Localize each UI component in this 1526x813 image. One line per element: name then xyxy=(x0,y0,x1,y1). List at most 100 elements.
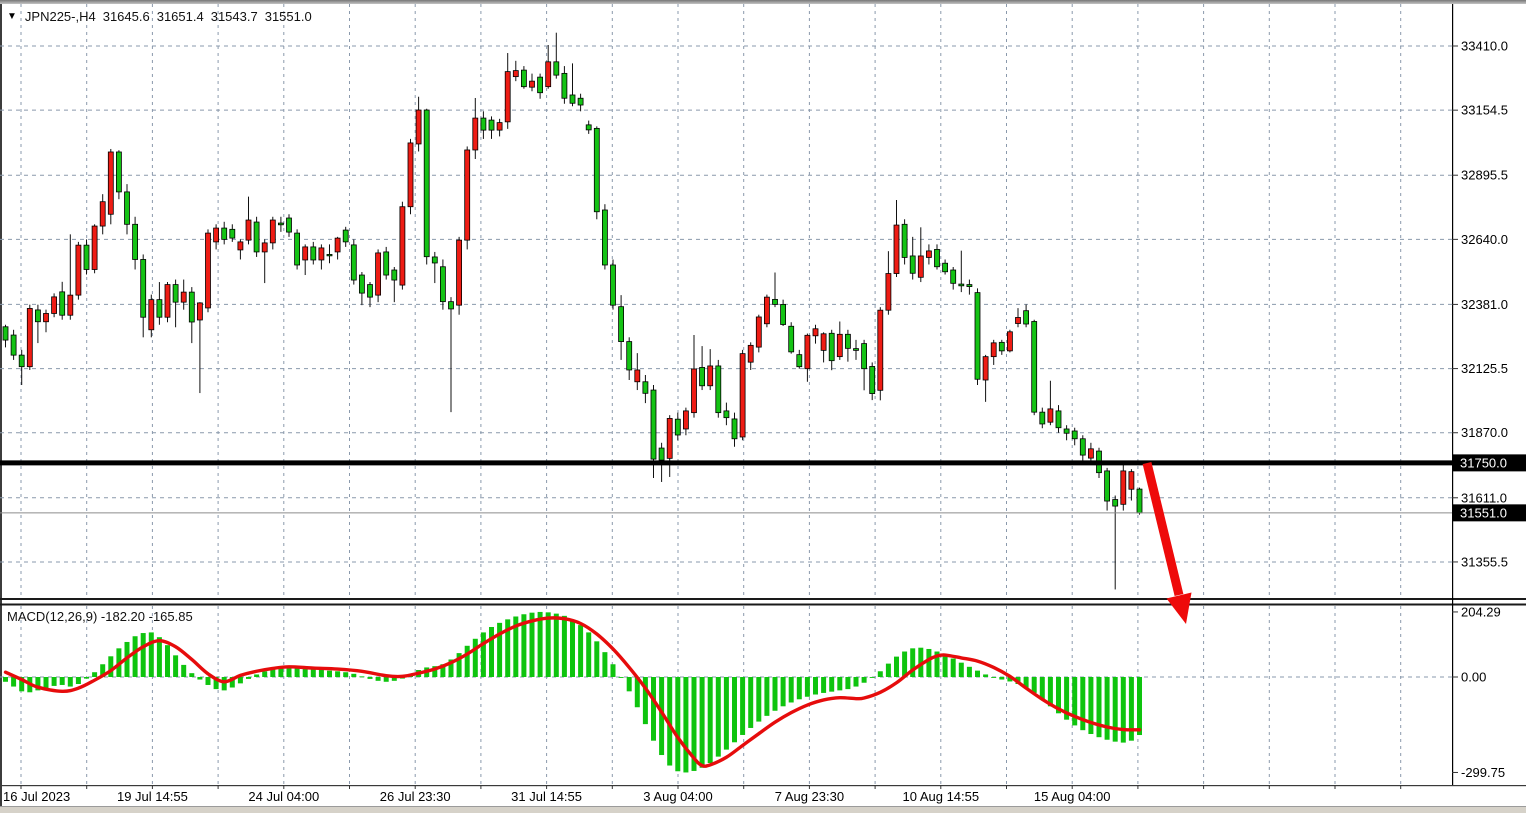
bull-candle xyxy=(836,333,843,358)
bear-candle xyxy=(1055,410,1062,429)
macd-bar xyxy=(375,677,381,681)
bear-candle xyxy=(172,284,179,303)
bear-candle xyxy=(715,365,722,414)
macd-axis: 204.29 0.00 -299.75 xyxy=(1452,604,1505,780)
bull-candle xyxy=(107,151,114,215)
bull-candle xyxy=(812,328,819,337)
macd-bar xyxy=(318,669,324,677)
chart-annotations[interactable] xyxy=(0,460,1452,514)
macd-bar xyxy=(229,677,235,688)
bear-candle xyxy=(423,109,430,258)
macd-bar xyxy=(950,658,956,677)
bull-candle xyxy=(529,80,535,88)
bear-candle xyxy=(942,262,948,273)
macd-bar xyxy=(740,677,746,735)
price-axis-label: 32381.0 xyxy=(1461,297,1508,312)
macd-bar xyxy=(553,613,559,677)
indicator-collapse-triangle-icon[interactable]: ▼ xyxy=(7,10,17,22)
bear-candle xyxy=(367,284,373,298)
macd-bar xyxy=(181,664,187,677)
macd-bar xyxy=(861,677,867,683)
bull-candle xyxy=(375,252,382,296)
macd-bar xyxy=(327,670,332,677)
macd-bar xyxy=(1047,677,1053,707)
time-axis-label: 10 Aug 14:55 xyxy=(902,789,979,804)
macd-bar xyxy=(966,666,972,677)
macd-bar xyxy=(1112,677,1118,742)
macd-bar xyxy=(148,632,154,677)
macd-bar xyxy=(156,637,162,677)
bull-candle xyxy=(415,109,422,145)
macd-bar xyxy=(59,677,65,685)
price-axis-label: 31611.0 xyxy=(1461,490,1507,505)
bear-candle xyxy=(221,227,228,240)
macd-bar xyxy=(3,677,8,682)
bear-candle xyxy=(934,249,940,268)
bull-candle xyxy=(180,291,187,303)
macd-bar xyxy=(513,616,519,677)
close-value: 31551.0 xyxy=(264,8,312,24)
bull-candle xyxy=(164,284,171,318)
bear-candle xyxy=(731,418,738,440)
down-arrow-head-icon xyxy=(1166,592,1192,624)
time-axis-label: 26 Jul 23:30 xyxy=(380,789,451,804)
macd-bar xyxy=(983,674,989,677)
macd-bar xyxy=(237,677,243,684)
chart-title: ▼ JPN225-,H4 31645.6 31651.4 31543.7 315… xyxy=(7,7,312,25)
bear-candle xyxy=(788,325,795,353)
bear-candle xyxy=(277,222,284,226)
bear-candle xyxy=(521,69,527,88)
macd-bar xyxy=(618,677,624,678)
macd-bar xyxy=(383,677,389,682)
bull-candle xyxy=(1015,317,1021,324)
bear-candle xyxy=(310,246,317,261)
bull-candle xyxy=(213,227,220,243)
macd-bar xyxy=(505,619,511,677)
macd-bar xyxy=(999,677,1005,680)
bottom-scroll-strip[interactable] xyxy=(0,806,1526,813)
macd-bar xyxy=(67,677,73,687)
high-value: 31651.4 xyxy=(156,8,204,24)
bull-candle xyxy=(804,334,811,370)
bear-candle xyxy=(642,381,649,394)
macd-bar xyxy=(642,677,648,725)
macd-bar xyxy=(335,671,341,677)
bull-candle xyxy=(504,71,511,123)
bear-candle xyxy=(674,418,681,436)
macd-bar xyxy=(1137,677,1142,736)
down-arrow-annotation[interactable] xyxy=(1142,461,1192,624)
macd-bar xyxy=(683,677,689,773)
macd-histogram xyxy=(3,611,1142,773)
bull-candle xyxy=(982,356,989,381)
time-axis-label: 19 Jul 14:55 xyxy=(117,789,188,804)
macd-bar xyxy=(270,668,276,677)
time-axis: 16 Jul 2023 19 Jul 14:55 24 Jul 04:00 26 Ju… xyxy=(3,785,1402,804)
bear-candle xyxy=(229,228,236,239)
bull-candle xyxy=(877,309,884,391)
bull-candle xyxy=(334,237,341,253)
horizontal-level-line[interactable] xyxy=(0,460,1452,466)
candlestick-series[interactable] xyxy=(2,32,1143,590)
bull-candle xyxy=(820,333,827,351)
time-axis-label: 31 Jul 14:55 xyxy=(511,789,582,804)
bull-candle xyxy=(91,225,98,270)
macd-bar xyxy=(723,677,729,750)
bear-candle xyxy=(326,254,333,257)
bull-candle xyxy=(1007,331,1013,352)
bear-candle xyxy=(488,119,495,131)
macd-bar xyxy=(189,673,195,677)
bear-candle xyxy=(1063,428,1070,434)
macd-name: MACD(12,26,9) xyxy=(7,609,98,624)
macd-bar xyxy=(796,677,802,700)
macd-bar xyxy=(1120,677,1126,743)
bull-candle xyxy=(885,273,892,311)
macd-bar xyxy=(302,668,308,677)
macd-bar xyxy=(286,665,292,677)
bull-candle xyxy=(739,353,746,438)
bear-candle xyxy=(156,299,163,318)
bear-candle xyxy=(140,259,147,318)
bull-candle xyxy=(407,142,414,208)
bull-candle xyxy=(456,239,463,306)
macd-bar xyxy=(165,645,170,677)
